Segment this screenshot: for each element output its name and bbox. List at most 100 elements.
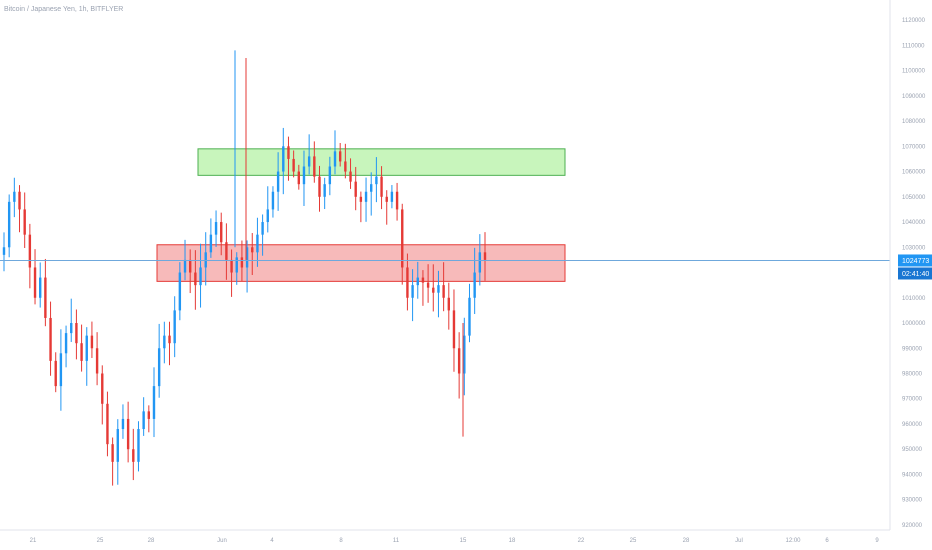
candle-body xyxy=(106,403,109,445)
candle-body xyxy=(183,259,187,273)
candle-body xyxy=(256,234,259,253)
price-tick-label: 970000 xyxy=(902,397,923,403)
candle-body xyxy=(13,191,16,202)
price-tick-label: 1120000 xyxy=(902,18,926,24)
candle-body xyxy=(7,201,11,248)
time-tick-label: 15 xyxy=(460,538,467,544)
candle-body xyxy=(390,191,394,202)
candle-body xyxy=(287,146,290,159)
candle-body xyxy=(64,333,68,354)
candle-body xyxy=(194,272,197,286)
candle-body xyxy=(483,252,487,260)
price-tick-label: 940000 xyxy=(902,472,923,478)
candle-body xyxy=(39,277,42,298)
candle-body xyxy=(70,323,73,334)
candle-body xyxy=(313,156,316,177)
candle-body xyxy=(235,257,238,273)
candle-body xyxy=(2,247,6,255)
candle-body xyxy=(132,449,135,462)
candle-body xyxy=(457,348,461,374)
time-tick-label: 6 xyxy=(825,538,829,544)
candle-body xyxy=(416,277,419,286)
candle-body xyxy=(142,411,145,430)
time-tick-label: 28 xyxy=(683,538,690,544)
current-price-label: 1024773 xyxy=(902,258,929,265)
candle-body xyxy=(126,418,130,450)
candle-body xyxy=(307,156,311,167)
candle-body xyxy=(157,348,161,387)
price-tags-layer: 1024773 02:41:40 xyxy=(898,254,932,280)
time-tick-label: 11 xyxy=(393,538,400,544)
candle-body xyxy=(111,444,114,462)
candle-body xyxy=(33,267,37,298)
price-tick-label: 1100000 xyxy=(902,69,926,75)
time-tick-label: 25 xyxy=(97,538,104,544)
candle-body xyxy=(302,166,306,185)
time-tick-label: 4 xyxy=(270,538,274,544)
candle-body xyxy=(168,335,171,344)
price-tick-label: 980000 xyxy=(902,371,923,377)
candle-body xyxy=(344,161,347,172)
time-tick-label: 18 xyxy=(509,538,516,544)
candle-body xyxy=(375,176,378,185)
price-tick-label: 990000 xyxy=(902,346,923,352)
time-tick-label: 8 xyxy=(339,538,343,544)
time-axis: 21 25 28 Jun 4 8 11 15 18 22 25 28 Jul 12:00 6 9 xyxy=(0,529,890,544)
candle-body xyxy=(230,259,233,273)
candle-body xyxy=(318,176,321,197)
price-tick-label: 930000 xyxy=(902,498,923,504)
candle-body xyxy=(354,181,357,197)
candle-body xyxy=(245,247,249,268)
price-tick-label: 1030000 xyxy=(902,245,926,251)
time-tick-label: 12:00 xyxy=(785,538,801,544)
candle-body xyxy=(421,277,425,283)
candle-body xyxy=(364,191,368,202)
candle-body xyxy=(18,191,21,210)
price-tick-label: 1110000 xyxy=(902,43,925,49)
time-tick-label: 25 xyxy=(630,538,637,544)
candle-body xyxy=(276,171,280,192)
candle-body xyxy=(85,335,88,361)
candle-body xyxy=(328,166,332,185)
candle-body xyxy=(406,267,409,298)
candle-body xyxy=(437,285,440,293)
candle-body xyxy=(333,151,337,167)
candle-body xyxy=(49,317,52,361)
candle-body xyxy=(385,196,388,202)
time-tick-label: 22 xyxy=(578,538,585,544)
candle-body xyxy=(152,386,156,419)
candle-body xyxy=(101,373,104,404)
candle-body xyxy=(95,348,99,374)
candle-body xyxy=(380,176,383,197)
price-tick-label: 1000000 xyxy=(902,321,926,327)
chart-title: Bitcoin / Japanese Yen, 1h, BITFLYER xyxy=(4,6,124,13)
price-tick-label: 950000 xyxy=(902,447,923,453)
price-tick-label: 920000 xyxy=(902,523,923,529)
candle-body xyxy=(349,171,352,182)
time-tick-label: Jun xyxy=(217,538,227,544)
candle-body xyxy=(147,411,151,419)
candle-body xyxy=(463,335,466,374)
candle-body xyxy=(452,310,456,349)
price-tick-label: 1070000 xyxy=(902,144,926,150)
price-tick-label: 1060000 xyxy=(902,170,926,176)
candle-body xyxy=(395,191,399,210)
candle-body xyxy=(442,285,445,298)
candles-layer xyxy=(2,50,487,486)
candle-body xyxy=(54,360,57,387)
time-tick-label: 28 xyxy=(148,538,155,544)
candle-body xyxy=(426,282,430,288)
candle-body xyxy=(209,234,213,253)
candle-body xyxy=(163,335,166,349)
price-tick-label: 1050000 xyxy=(902,195,926,201)
price-tick-label: 960000 xyxy=(902,422,923,428)
candle-body xyxy=(214,222,218,235)
countdown-label: 02:41:40 xyxy=(902,271,929,278)
candle-body xyxy=(359,196,363,202)
candle-body xyxy=(225,242,228,260)
candle-body xyxy=(432,287,435,293)
support-zone[interactable] xyxy=(156,244,566,282)
candle-body xyxy=(28,234,32,268)
candle-body xyxy=(297,171,301,185)
